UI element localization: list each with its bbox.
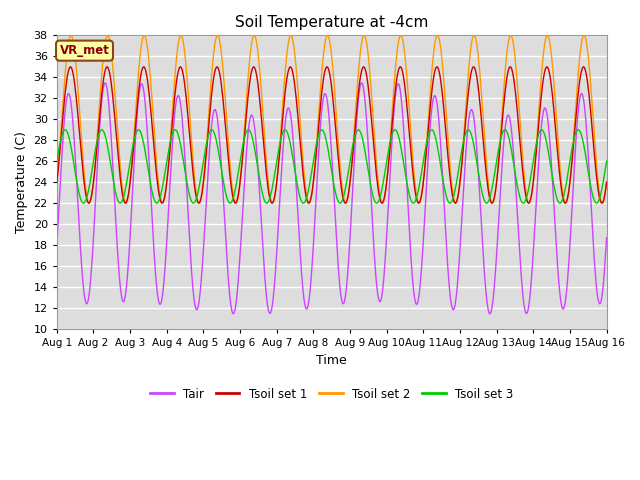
X-axis label: Time: Time xyxy=(316,354,347,367)
Title: Soil Temperature at -4cm: Soil Temperature at -4cm xyxy=(235,15,428,30)
Y-axis label: Temperature (C): Temperature (C) xyxy=(15,131,28,233)
Legend: Tair, Tsoil set 1, Tsoil set 2, Tsoil set 3: Tair, Tsoil set 1, Tsoil set 2, Tsoil se… xyxy=(145,383,518,405)
Text: VR_met: VR_met xyxy=(60,44,109,57)
